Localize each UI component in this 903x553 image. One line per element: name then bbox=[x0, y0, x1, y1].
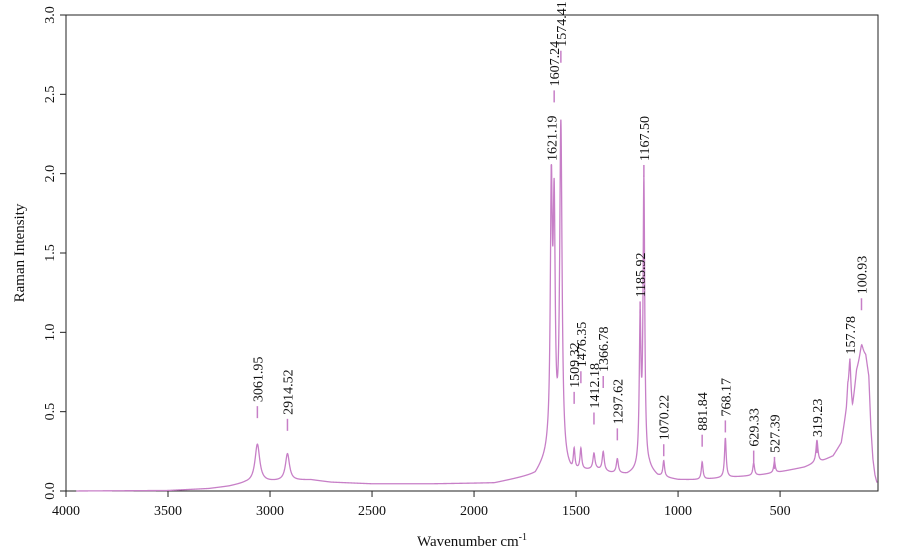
peak-label: 1509.32 bbox=[568, 342, 583, 388]
x-tick-label: 4000 bbox=[52, 504, 80, 519]
y-axis: 0.0 0.5 1.0 1.5 2.0 2.5 3.0 bbox=[43, 6, 66, 500]
peak-label: 527.39 bbox=[768, 414, 783, 453]
x-axis: 4000 3500 3000 2500 2000 1500 1000 500 bbox=[52, 491, 791, 519]
y-tick-label: 2.5 bbox=[43, 86, 58, 104]
y-tick-label: 1.5 bbox=[43, 244, 58, 262]
y-tick-label: 3.0 bbox=[43, 6, 58, 24]
spectrum-layer bbox=[76, 119, 878, 492]
peak-label: 3061.95 bbox=[251, 357, 266, 403]
peak-label: 319.23 bbox=[811, 399, 826, 438]
spectrum-line bbox=[76, 119, 878, 492]
x-axis-title: Wavenumber cm-1 bbox=[417, 532, 527, 550]
x-tick-label: 2000 bbox=[460, 504, 488, 519]
peak-label: 1476.35 bbox=[575, 322, 590, 368]
peak-label: 629.33 bbox=[748, 408, 763, 447]
peak-label: 768.17 bbox=[719, 378, 734, 417]
peak-label: 1574.41 bbox=[555, 1, 570, 47]
peak-label: 1070.22 bbox=[658, 395, 673, 441]
y-axis-title: Raman Intensity bbox=[12, 203, 28, 302]
y-tick-label: 1.0 bbox=[43, 324, 58, 342]
peak-label: 1621.19 bbox=[545, 115, 560, 161]
x-tick-label: 1000 bbox=[664, 504, 692, 519]
x-tick-label: 500 bbox=[770, 504, 791, 519]
x-tick-label: 1500 bbox=[562, 504, 590, 519]
x-tick-label: 3000 bbox=[256, 504, 284, 519]
x-axis-title-superscript: -1 bbox=[519, 532, 527, 543]
x-tick-label: 2500 bbox=[358, 504, 386, 519]
peak-label: 881.84 bbox=[696, 392, 711, 431]
peak-label: 1607.24 bbox=[548, 41, 563, 87]
peak-label: 1412.18 bbox=[588, 363, 603, 409]
peak-label: 1366.78 bbox=[597, 327, 612, 373]
peak-label: 1185.92 bbox=[634, 252, 649, 297]
x-tick-label: 3500 bbox=[154, 504, 182, 519]
y-tick-label: 0.0 bbox=[43, 482, 58, 500]
peak-label: 100.93 bbox=[855, 256, 870, 295]
peak-label: 2914.52 bbox=[281, 369, 296, 415]
y-tick-label: 0.5 bbox=[43, 403, 58, 421]
x-axis-title-text: Wavenumber cm bbox=[417, 534, 519, 550]
peak-label: 1297.62 bbox=[611, 379, 626, 425]
peak-label: 157.78 bbox=[844, 316, 859, 355]
y-tick-label: 2.0 bbox=[43, 165, 58, 183]
peak-label: 1167.50 bbox=[638, 116, 653, 161]
